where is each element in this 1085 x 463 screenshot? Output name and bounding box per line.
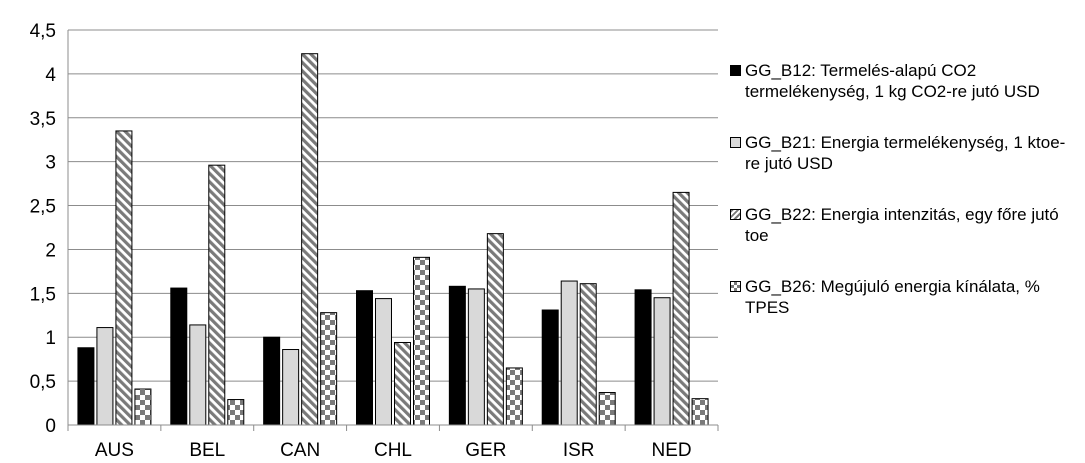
- bar-isr-series-1: [541, 309, 559, 426]
- x-tick-labels: AUS BEL CAN CHL GER ISR NED: [95, 440, 692, 461]
- legend-swatch: [730, 209, 741, 220]
- bar-can-series-1: [263, 336, 281, 426]
- bar-ned-series-1: [634, 289, 652, 426]
- bar-chl-series-3: [394, 341, 411, 426]
- legend-label: GG_B21: Energia termelékenység, 1 ktoe-r…: [745, 133, 1066, 173]
- x-tick-label: CAN: [280, 440, 320, 461]
- bar-chl-series-1: [356, 290, 373, 426]
- x-tick-label: CHL: [374, 440, 412, 461]
- y-tick-label: 4,5: [30, 21, 56, 42]
- bar-aus-series-3: [115, 130, 133, 426]
- bar-ger-series-2: [467, 288, 485, 426]
- legend-swatch: [730, 137, 741, 148]
- bar-bel-series-2: [189, 324, 207, 426]
- y-tick-label: 0,5: [30, 372, 56, 393]
- bar-ned-series-2: [653, 297, 671, 426]
- grid-lines: [68, 29, 718, 382]
- y-tick-label: 1,5: [30, 284, 56, 305]
- bars: [77, 53, 709, 426]
- x-tick-label: NED: [652, 440, 692, 461]
- legend-label: GG_B22: Energia intenzitás, egy főre jut…: [745, 205, 1059, 245]
- bar-aus-series-4: [134, 388, 152, 426]
- bar-chl-series-4: [413, 256, 430, 426]
- legend-item-series-3: GG_B22: Energia intenzitás, egy főre jut…: [730, 204, 1080, 246]
- legend-swatch: [730, 65, 741, 76]
- bar-aus-series-1: [77, 347, 95, 426]
- bar-bel-series-4: [227, 399, 245, 426]
- bar-bel-series-1: [170, 287, 188, 426]
- x-tick-label: GER: [465, 440, 506, 461]
- bar-ger-series-4: [505, 367, 523, 426]
- y-tick-label: 2,5: [30, 197, 56, 218]
- y-tick-label: 2: [45, 240, 56, 261]
- y-tick-label: 4: [45, 65, 56, 86]
- bar-chl-series-2: [375, 298, 392, 426]
- legend-item-series-4: GG_B26: Megújuló energia kínálata, % TPE…: [730, 276, 1080, 318]
- bar-can-series-4: [320, 312, 338, 426]
- bar-bel-series-3: [208, 164, 226, 426]
- y-tick-label: 0: [45, 416, 56, 437]
- x-tick-label: AUS: [95, 440, 134, 461]
- bar-ned-series-4: [691, 398, 709, 426]
- legend-label: GG_B26: Megújuló energia kínálata, % TPE…: [745, 277, 1040, 317]
- bar-aus-series-2: [96, 327, 114, 426]
- bar-can-series-2: [282, 349, 300, 426]
- legend-item-series-1: GG_B12: Termelés-alapú CO2 termelékenysé…: [730, 60, 1080, 102]
- legend-swatch: [730, 281, 741, 292]
- bar-can-series-3: [301, 53, 319, 426]
- legend: GG_B12: Termelés-alapú CO2 termelékenysé…: [730, 60, 1080, 318]
- bar-isr-series-4: [598, 392, 616, 426]
- bar-ger-series-3: [486, 233, 504, 426]
- legend-item-series-2: GG_B21: Energia termelékenység, 1 ktoe-r…: [730, 132, 1080, 174]
- axes: [67, 30, 719, 431]
- y-tick-label: 3: [45, 153, 56, 174]
- bar-ned-series-3: [672, 191, 690, 426]
- y-tick-labels: 0 0,5 1 1,5 2 2,5 3 3,5 4 4,5: [30, 21, 57, 437]
- y-tick-label: 1: [45, 328, 56, 349]
- bar-ger-series-1: [448, 285, 466, 426]
- bar-isr-series-3: [579, 283, 597, 426]
- bar-isr-series-2: [560, 280, 578, 426]
- legend-label: GG_B12: Termelés-alapú CO2 termelékenysé…: [745, 61, 1040, 101]
- x-tick-label: BEL: [189, 440, 225, 461]
- y-tick-label: 3,5: [30, 109, 56, 130]
- x-tick-label: ISR: [563, 440, 595, 461]
